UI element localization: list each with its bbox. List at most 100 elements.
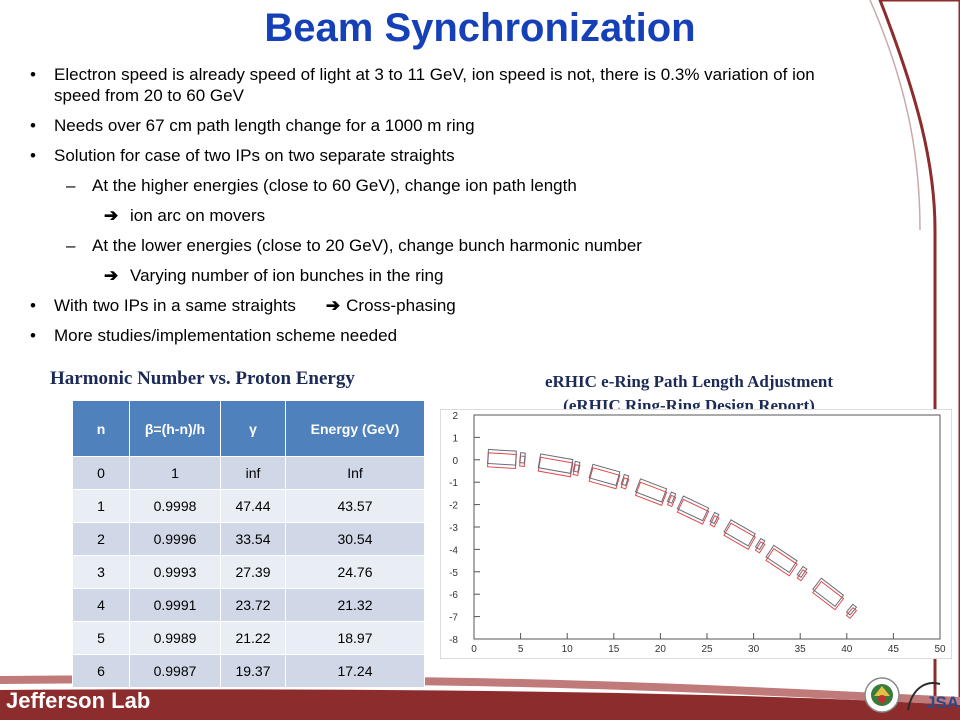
doe-seal-icon	[864, 677, 900, 713]
y-axis-ticks: 2 1 0 -1 -2 -3 -4 -5 -6 -7 -8	[449, 411, 480, 646]
table-cell: 3	[72, 555, 130, 589]
x-tick-label: 40	[841, 644, 853, 655]
y-tick-label: 0	[452, 456, 458, 467]
gray-dipole	[487, 448, 517, 466]
y-tick-label: -7	[449, 613, 458, 624]
table-header-gamma: γ	[220, 400, 286, 457]
y-tick-label: -6	[449, 590, 458, 601]
table-cell: 27.39	[220, 555, 286, 589]
red-quad	[572, 464, 581, 477]
table-cell: 1	[72, 489, 130, 523]
table-row: 1 0.9998 47.44 43.57	[72, 489, 425, 523]
table-header-energy: Energy (GeV)	[285, 400, 425, 457]
x-tick-label: 30	[748, 644, 760, 655]
x-tick-label: 45	[888, 644, 900, 655]
x-tick-label: 0	[471, 644, 477, 655]
arrow-item-bunches: ➔ Varying number of ion bunches in the ri…	[30, 265, 860, 286]
gray-quad	[709, 511, 720, 525]
gray-quad	[572, 460, 581, 473]
gray-dipole	[537, 453, 574, 474]
table-row: 6 0.9987 19.37 17.24	[72, 654, 425, 688]
jsa-text: JSA	[926, 693, 959, 712]
table-cell: 2	[72, 522, 130, 556]
gray-dipole	[765, 544, 798, 574]
table-cell: 17.24	[285, 654, 425, 688]
bullet-more-studies: More studies/implementation scheme neede…	[30, 325, 860, 346]
red-quad	[620, 477, 630, 490]
red-dipole	[676, 498, 710, 525]
x-tick-label: 25	[701, 644, 713, 655]
magnet-blocks	[487, 448, 858, 620]
table-cell: 0.9996	[129, 522, 221, 556]
x-tick-label: 35	[795, 644, 807, 655]
table-row: 5 0.9989 21.22 18.97	[72, 621, 425, 655]
gray-quad	[754, 537, 766, 551]
table-cell: Inf	[285, 456, 425, 490]
bullet-path-length: Needs over 67 cm path length change for …	[30, 115, 860, 136]
y-tick-label: -1	[449, 478, 458, 489]
table-title: Harmonic Number vs. Proton Energy	[50, 368, 355, 389]
path-length-plot: 210-1-2-3-4-5-6-7-8 0 5 10 15 20 25 30 35 40 45 50	[440, 409, 952, 659]
table-cell: 4	[72, 588, 130, 622]
table-cell: 33.54	[220, 522, 286, 556]
x-tick-label: 20	[655, 644, 667, 655]
sub-bullet-higher-energies: At the higher energies (close to 60 GeV)…	[30, 175, 860, 196]
plot-title-line1: eRHIC e-Ring Path Length Adjustment	[544, 372, 834, 391]
table-cell: inf	[220, 456, 286, 490]
red-quad	[709, 515, 720, 528]
y-tick-label: -8	[449, 635, 458, 646]
table-cell: 47.44	[220, 489, 286, 523]
table-cell: 0.9993	[129, 555, 221, 589]
y-tick-label: -2	[449, 501, 458, 512]
x-axis-ticks: 0 5 10 15 20 25 30 35 40 45 50	[471, 633, 946, 655]
gray-quad	[620, 473, 630, 487]
red-quad	[666, 494, 677, 508]
table-cell: 43.57	[285, 489, 425, 523]
y-tick-label: -3	[449, 523, 458, 534]
bullet-cross-phasing: Cross-phasing	[346, 296, 456, 315]
table-header-beta: β=(h-n)/h	[129, 400, 221, 457]
table-cell: 5	[72, 621, 130, 655]
jefferson-lab-logo: Jefferson Lab	[6, 688, 151, 713]
table-cell: 18.97	[285, 621, 425, 655]
gray-dipole	[634, 478, 668, 503]
red-dipole	[723, 522, 756, 550]
arrow-icon: ➔	[104, 266, 119, 285]
plot-frame	[440, 409, 952, 659]
bullet-two-ips: With two IPs in a same straights ➔ Cross-p…	[30, 295, 860, 316]
red-dipole	[537, 456, 574, 478]
jsa-logo-icon: JSA	[907, 682, 959, 712]
partner-logos: JSA	[864, 677, 959, 713]
red-dipole	[588, 467, 621, 490]
table-row: 2 0.9996 33.54 30.54	[72, 522, 425, 556]
table-cell: 19.37	[220, 654, 286, 688]
gray-quad	[666, 491, 677, 504]
table-header-n: n	[72, 400, 130, 457]
table-cell: 1	[129, 456, 221, 490]
y-tick-label: -4	[449, 545, 458, 556]
table-cell: 0.9987	[129, 654, 221, 688]
red-quad	[754, 541, 766, 554]
table-row: 0 1 inf Inf	[72, 456, 425, 490]
y-tick-label: 1	[452, 433, 458, 444]
bullet-list: Electron speed is already speed of light…	[30, 64, 860, 355]
bullet-electron-speed: Electron speed is already speed of light…	[30, 64, 860, 106]
table-cell: 23.72	[220, 588, 286, 622]
gray-quad	[845, 603, 858, 616]
table-cell: 0	[72, 456, 130, 490]
red-dipole	[812, 580, 845, 611]
x-tick-label: 5	[518, 644, 524, 655]
table-cell: 0.9989	[129, 621, 221, 655]
table-row: 3 0.9993 27.39 24.76	[72, 555, 425, 589]
table-cell: 0.9998	[129, 489, 221, 523]
y-tick-label: -5	[449, 568, 458, 579]
arrow-icon: ➔	[104, 206, 119, 225]
table-cell: 24.76	[285, 555, 425, 589]
gray-dipole	[723, 519, 756, 547]
arrow-icon: ➔	[325, 296, 341, 315]
y-tick-label: 2	[452, 411, 458, 422]
sub-bullet-lower-energies: At the lower energies (close to 20 GeV),…	[30, 235, 860, 256]
bullet-two-ips-label: With two IPs in a same straights	[54, 296, 296, 315]
table-cell: 21.22	[220, 621, 286, 655]
arrow-item-label: ion arc on movers	[130, 206, 266, 225]
